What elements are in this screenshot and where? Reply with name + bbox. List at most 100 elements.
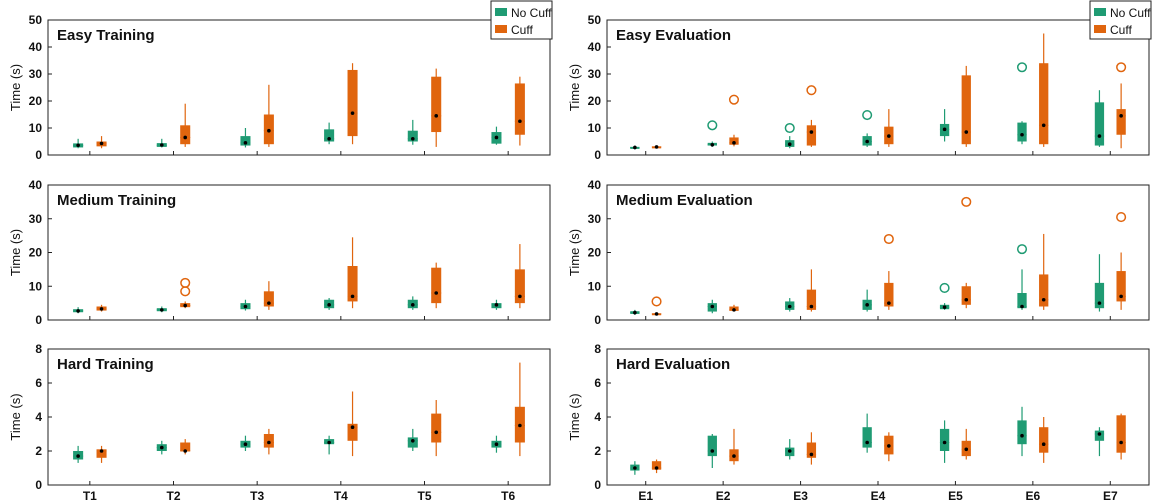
x-tick-label: T1 [83, 489, 97, 503]
box-no-cuff-E2 [707, 120, 718, 147]
iqr-box [431, 76, 442, 133]
mean-dot [809, 304, 814, 309]
mean-dot [410, 303, 415, 307]
box-no-cuff-T3 [240, 435, 251, 451]
mean-dot [327, 303, 331, 307]
mean-dot [159, 143, 164, 147]
legend-label: No Cuff [511, 6, 552, 20]
mean-dot [518, 294, 522, 299]
box-no-cuff-E1 [630, 145, 640, 150]
box-cuff-E6 [1039, 233, 1049, 310]
box-cuff-E5 [961, 196, 972, 309]
iqr-box [431, 267, 442, 304]
iqr-box [1039, 63, 1049, 145]
mean-dot [809, 130, 814, 134]
mean-dot [183, 449, 188, 453]
plot-frame [47, 348, 551, 486]
box-cuff-E7 [1116, 62, 1127, 149]
mean-dot [243, 141, 248, 145]
outlier [961, 196, 972, 207]
legend: No Cuff Cuff [1089, 0, 1152, 40]
iqr-box [806, 289, 817, 310]
box-no-cuff-T6 [491, 435, 502, 453]
y-tick-label: 6 [35, 376, 42, 390]
mean-dot [1119, 440, 1123, 445]
mean-dot [183, 303, 188, 308]
mean-dot [654, 466, 659, 470]
mean-dot [732, 454, 736, 458]
panel-3: 0 10 20 30 40 Time (s) Medium Evaluation [567, 178, 1150, 327]
mean-dot [942, 305, 947, 309]
box-no-cuff-E7 [1094, 427, 1105, 457]
mean-dot [267, 128, 271, 133]
mean-dot [1020, 433, 1024, 438]
mean-dot [518, 119, 522, 124]
mean-dot [887, 444, 891, 448]
mean-dot [1097, 301, 1102, 305]
mean-dot [964, 297, 969, 302]
y-axis-label: Time (s) [567, 64, 582, 111]
box-cuff-E3 [806, 269, 817, 312]
iqr-box [407, 130, 418, 142]
mean-dot [159, 445, 164, 450]
y-tick-label: 20 [29, 94, 43, 108]
mean-dot [327, 440, 331, 445]
box-no-cuff-E5 [939, 282, 950, 310]
mean-dot [76, 454, 80, 458]
iqr-box [806, 442, 817, 458]
mean-dot [710, 142, 715, 147]
y-tick-label: 20 [588, 94, 602, 108]
legend-swatch [495, 25, 507, 33]
box-no-cuff-E4 [862, 109, 873, 147]
box-cuff-E7 [1116, 212, 1127, 310]
box-no-cuff-T1 [73, 138, 84, 149]
mean-dot [1041, 123, 1046, 128]
x-tick-label: E6 [1026, 489, 1041, 503]
y-tick-label: 0 [35, 478, 42, 492]
box-cuff-E4 [884, 432, 894, 462]
box-cuff-T4 [347, 63, 358, 145]
x-tick-label: E3 [793, 489, 808, 503]
box-no-cuff-E1 [630, 461, 640, 475]
box-cuff-T3 [263, 428, 274, 455]
box-cuff-T6 [514, 76, 525, 146]
box-cuff-E2 [729, 428, 739, 465]
iqr-box [347, 423, 358, 441]
iqr-box [961, 75, 971, 145]
mean-dot [76, 309, 80, 313]
mean-dot [809, 452, 814, 457]
legend-swatch [495, 8, 507, 16]
mean-dot [327, 137, 331, 141]
x-tick-label: T3 [250, 489, 264, 503]
mean-dot [350, 111, 355, 115]
box-no-cuff-T5 [407, 119, 418, 145]
box-cuff-E7 [1116, 413, 1126, 460]
y-tick-label: 2 [35, 444, 42, 458]
box-cuff-E3 [806, 432, 817, 465]
box-no-cuff-E1 [630, 309, 640, 315]
box-cuff-E6 [1039, 33, 1049, 147]
y-axis-label: Time (s) [8, 229, 23, 276]
outlier [651, 296, 662, 307]
panel-5: 0 2 4 6 8 Time (s) Hard Evaluation E1 E2 E3 E4 E5 E6… [567, 342, 1150, 503]
y-tick-label: 6 [594, 376, 601, 390]
x-tick-label: T4 [334, 489, 348, 503]
box-cuff-E3 [806, 85, 817, 147]
box-no-cuff-T6 [491, 126, 502, 145]
y-tick-label: 30 [588, 67, 602, 81]
iqr-box [707, 435, 717, 457]
mean-dot [1097, 432, 1102, 436]
box-cuff-T1 [96, 304, 107, 312]
iqr-box [1017, 122, 1027, 142]
outlier [1016, 62, 1028, 73]
y-tick-label: 40 [588, 40, 602, 54]
mean-dot [350, 425, 355, 430]
box-cuff-T5 [431, 262, 442, 309]
box-cuff-T2 [180, 277, 191, 309]
iqr-box [514, 83, 525, 135]
mean-dot [494, 303, 499, 307]
y-tick-label: 8 [594, 342, 601, 356]
y-tick-label: 4 [35, 410, 42, 424]
mean-dot [1119, 114, 1123, 118]
